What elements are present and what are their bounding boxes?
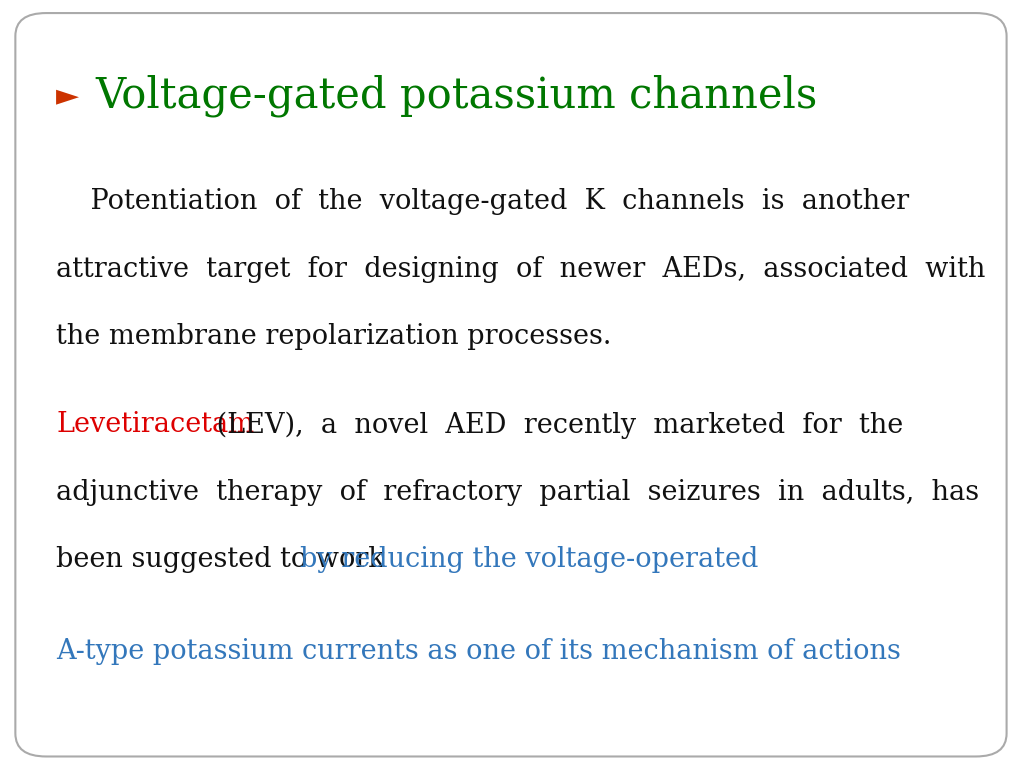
Text: A-type potassium currents as one of its mechanism of actions: A-type potassium currents as one of its … xyxy=(56,637,901,664)
Text: Potentiation  of  the  voltage-gated  K  channels  is  another: Potentiation of the voltage-gated K chan… xyxy=(56,188,909,215)
Text: attractive  target  for  designing  of  newer  AEDs,  associated  with: attractive target for designing of newer… xyxy=(56,256,986,283)
Text: the membrane repolarization processes.: the membrane repolarization processes. xyxy=(56,323,611,350)
FancyBboxPatch shape xyxy=(15,13,1007,756)
Text: been suggested to work: been suggested to work xyxy=(56,546,394,574)
Text: (LEV),  a  novel  AED  recently  marketed  for  the: (LEV), a novel AED recently marketed for… xyxy=(208,411,903,439)
Text: by reducing the voltage-operated: by reducing the voltage-operated xyxy=(300,546,759,574)
Text: adjunctive  therapy  of  refractory  partial  seizures  in  adults,  has: adjunctive therapy of refractory partial… xyxy=(56,478,979,506)
Text: ►: ► xyxy=(56,81,80,111)
Text: Voltage-gated potassium channels: Voltage-gated potassium channels xyxy=(95,74,817,118)
Text: Levetiracetam: Levetiracetam xyxy=(56,411,254,439)
